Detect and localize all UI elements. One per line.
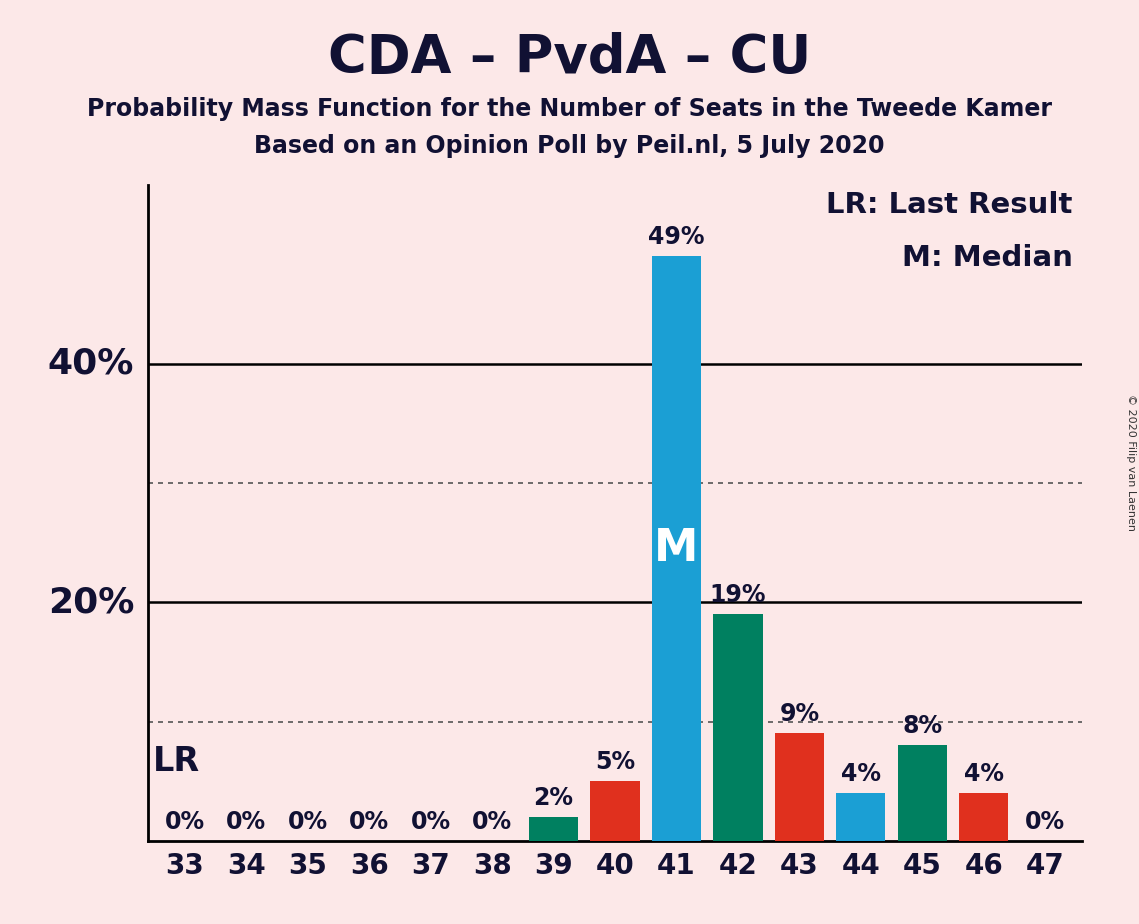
- Text: © 2020 Filip van Laenen: © 2020 Filip van Laenen: [1126, 394, 1136, 530]
- Text: 20%: 20%: [48, 585, 134, 619]
- Text: M: M: [654, 527, 698, 570]
- Text: 0%: 0%: [1025, 809, 1065, 833]
- Bar: [836, 793, 885, 841]
- Text: 19%: 19%: [710, 583, 767, 607]
- Bar: [898, 746, 947, 841]
- Text: 0%: 0%: [472, 809, 513, 833]
- Text: 2%: 2%: [533, 785, 574, 809]
- Text: 0%: 0%: [165, 809, 205, 833]
- Text: 0%: 0%: [227, 809, 267, 833]
- Bar: [590, 781, 640, 841]
- Text: Probability Mass Function for the Number of Seats in the Tweede Kamer: Probability Mass Function for the Number…: [87, 97, 1052, 121]
- Text: LR: LR: [153, 746, 199, 778]
- Bar: [775, 734, 823, 841]
- Text: Based on an Opinion Poll by Peil.nl, 5 July 2020: Based on an Opinion Poll by Peil.nl, 5 J…: [254, 134, 885, 158]
- Text: 8%: 8%: [902, 714, 942, 738]
- Bar: [713, 614, 762, 841]
- Bar: [528, 817, 579, 841]
- Text: 4%: 4%: [964, 762, 1003, 786]
- Text: 40%: 40%: [48, 346, 134, 381]
- Text: LR: Last Result: LR: Last Result: [826, 191, 1073, 219]
- Text: 0%: 0%: [350, 809, 390, 833]
- Text: 49%: 49%: [648, 225, 705, 249]
- Text: 0%: 0%: [288, 809, 328, 833]
- Text: 9%: 9%: [779, 702, 819, 726]
- Text: CDA – PvdA – CU: CDA – PvdA – CU: [328, 32, 811, 84]
- Bar: [652, 256, 702, 841]
- Text: 0%: 0%: [411, 809, 451, 833]
- Text: 5%: 5%: [595, 750, 636, 774]
- Text: 4%: 4%: [841, 762, 880, 786]
- Text: M: Median: M: Median: [902, 244, 1073, 272]
- Bar: [959, 793, 1008, 841]
